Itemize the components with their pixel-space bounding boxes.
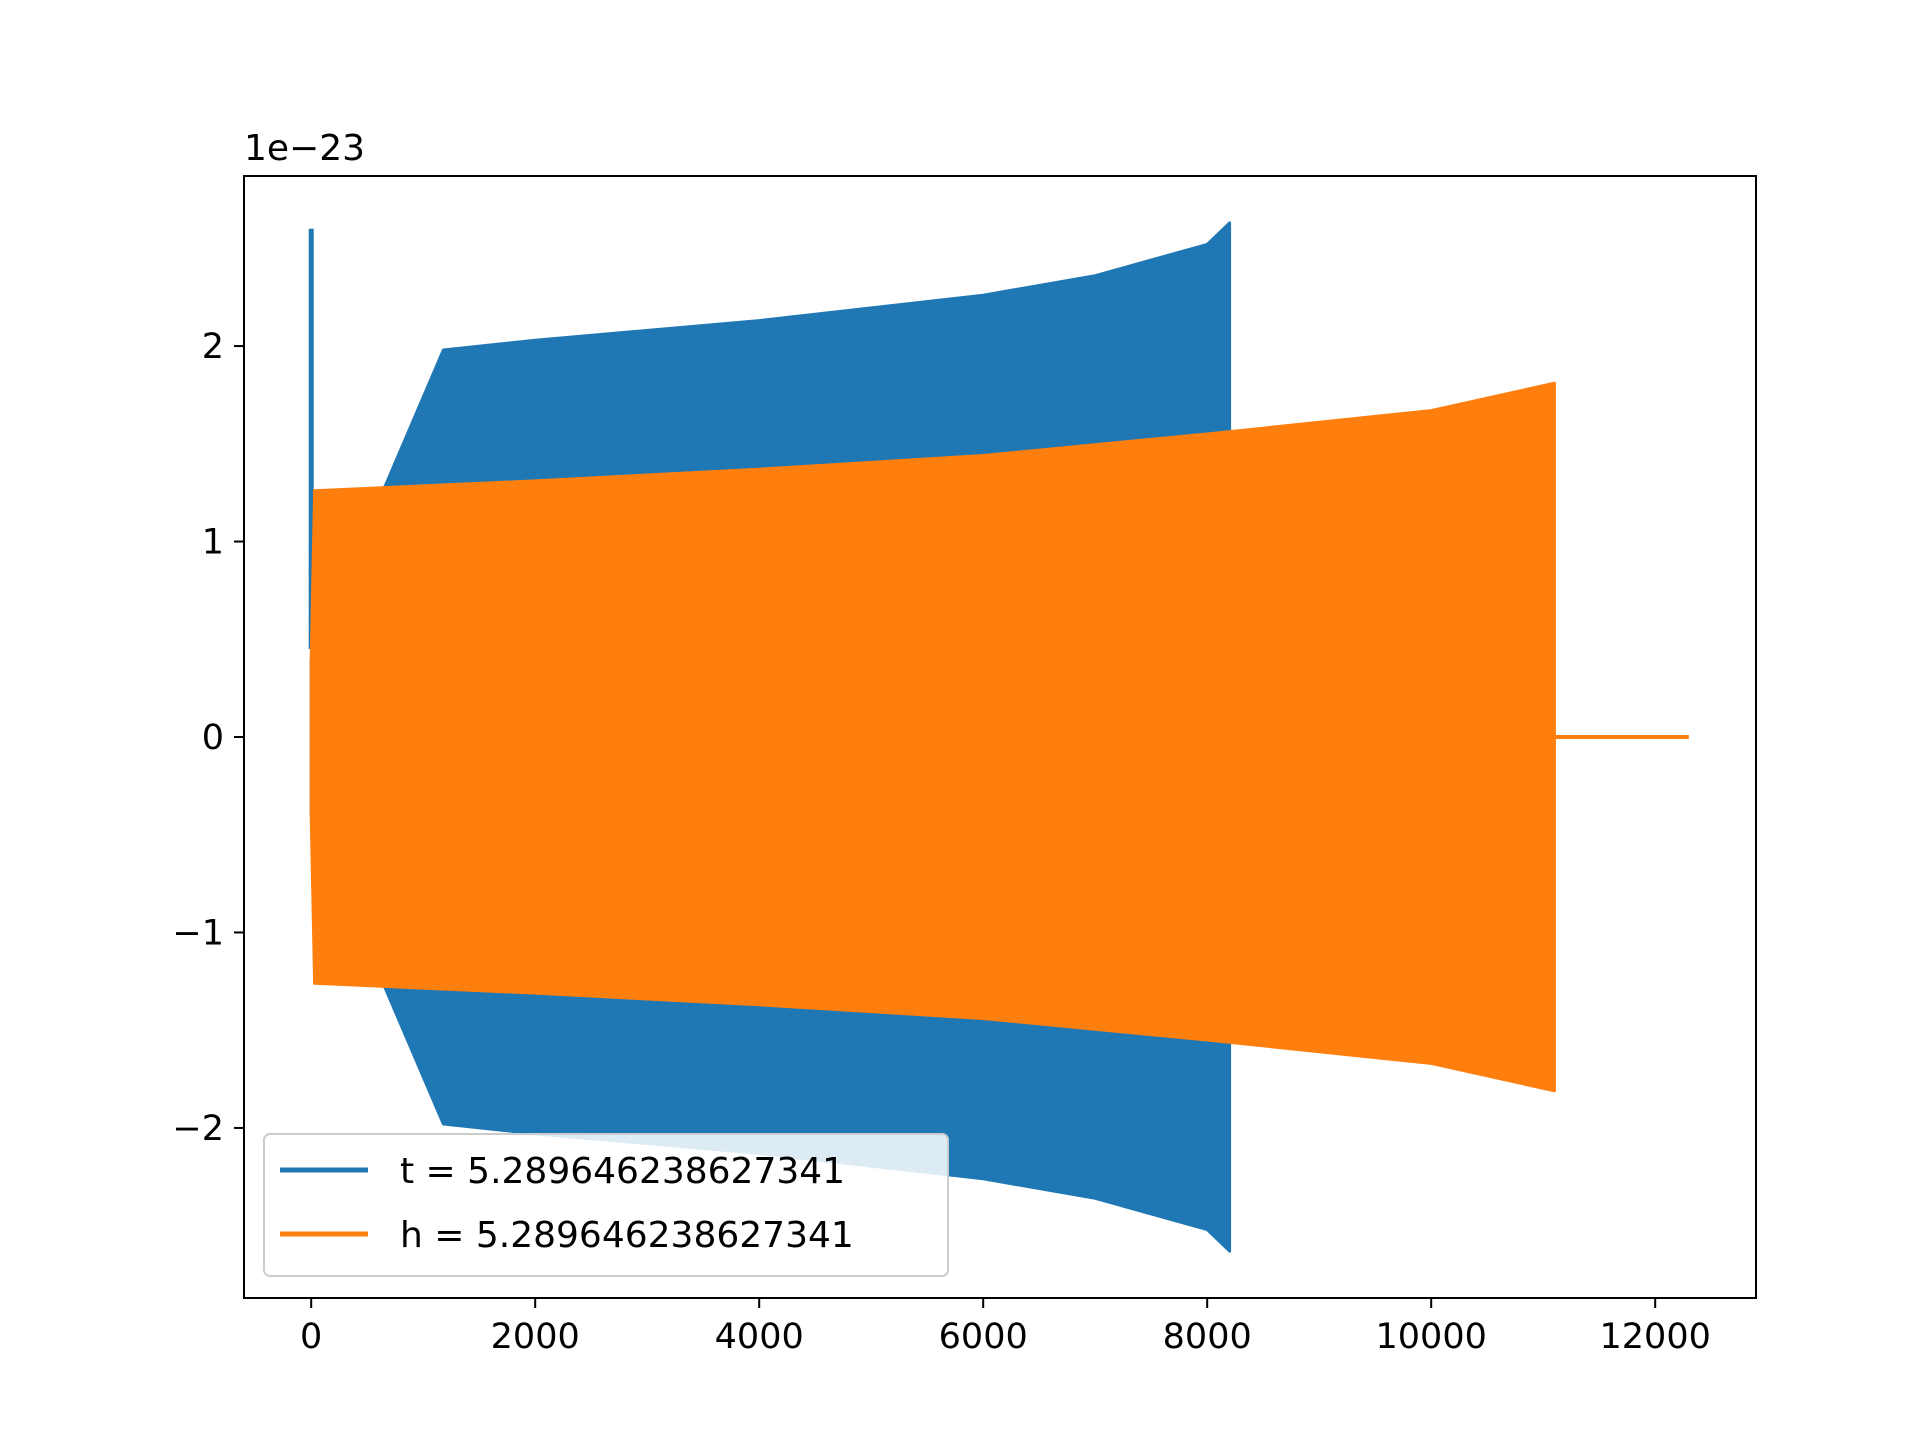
y-offset-label: 1e−23 <box>244 128 365 169</box>
y-axis: −2 −1 0 1 2 <box>172 327 244 1149</box>
y-tick-label: 0 <box>202 718 224 758</box>
y-tick-label: −2 <box>172 1109 224 1149</box>
x-tick-label: 2000 <box>491 1317 580 1357</box>
y-tick-label: 2 <box>202 327 224 367</box>
series-layer <box>308 221 1689 1253</box>
legend-label-h: h = 5.289646238627341 <box>400 1215 854 1256</box>
x-axis: 0 2000 4000 6000 8000 10000 12000 <box>300 1298 1711 1357</box>
plot-area <box>243 175 1757 1299</box>
series-h <box>309 381 1689 1093</box>
x-tick-label: 0 <box>300 1317 322 1357</box>
y-tick-label: −1 <box>172 913 224 953</box>
x-tick-label: 8000 <box>1163 1317 1252 1357</box>
x-tick-label: 6000 <box>939 1317 1028 1357</box>
x-tick-label: 4000 <box>715 1317 804 1357</box>
legend-label-t: t = 5.289646238627341 <box>400 1151 845 1192</box>
legend-box <box>263 1133 949 1277</box>
y-tick-label: 1 <box>202 523 224 563</box>
x-tick-label: 12000 <box>1600 1317 1711 1357</box>
legend: t = 5.289646238627341 h = 5.2896462386273… <box>263 1133 949 1277</box>
series-h-oscillation-band <box>309 381 1556 1093</box>
x-tick-label: 10000 <box>1376 1317 1487 1357</box>
